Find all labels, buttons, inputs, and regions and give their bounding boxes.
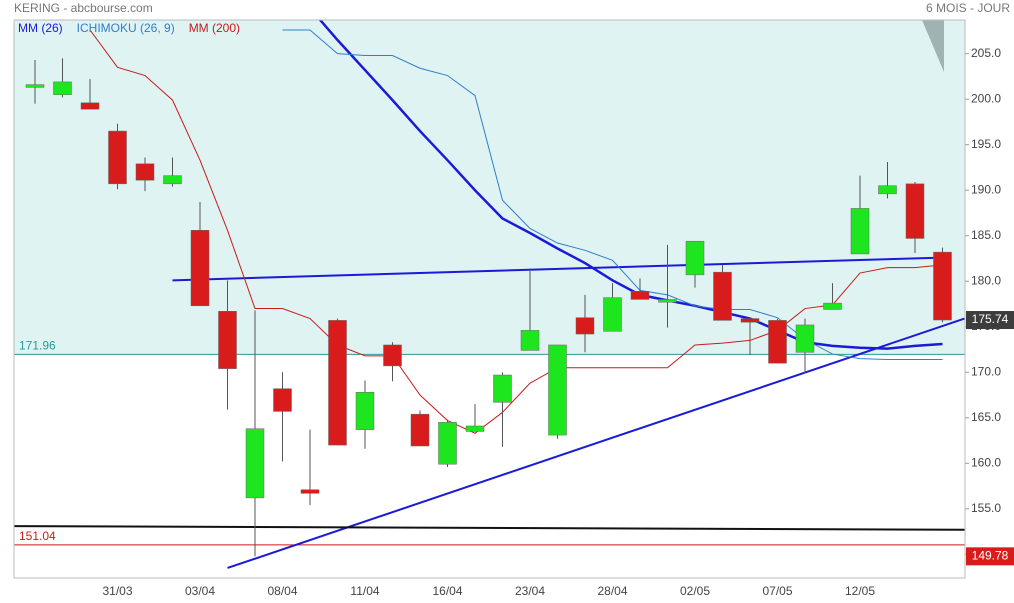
x-tick-label: 11/04 [350, 584, 379, 598]
x-tick-label: 12/05 [845, 584, 875, 598]
plot-area [14, 20, 965, 569]
candle-body [355, 392, 375, 430]
candle-body [53, 81, 72, 95]
candle-body [493, 374, 512, 403]
candle-body [245, 428, 265, 499]
candle-body [218, 311, 237, 369]
candle-body [850, 208, 870, 255]
x-tick-label: 02/05 [680, 584, 710, 598]
chart-title: KERING - abcbourse.com [14, 1, 153, 15]
x-tick-label: 31/03 [102, 584, 132, 598]
candle-body [548, 344, 567, 436]
legend-entry: MM (26) [18, 21, 63, 35]
y-tick-label: 200.0 [971, 91, 1001, 105]
candle-body [190, 230, 210, 307]
y-tick-label: 185.0 [971, 228, 1001, 242]
candle-body [878, 185, 897, 195]
price-tag-label: 149.78 [972, 549, 1009, 563]
candle-body [328, 320, 347, 446]
candle-body [933, 251, 952, 321]
x-tick-label: 03/04 [185, 584, 215, 598]
price-tag [966, 547, 1014, 566]
plot-frame [13, 19, 966, 579]
price-tag-label: 175.74 [972, 312, 1009, 326]
candle-body [795, 324, 815, 353]
x-tick-label: 07/05 [762, 584, 792, 598]
y-tick-label: 160.0 [971, 455, 1001, 469]
price-tag [966, 311, 1014, 330]
candle-body [713, 271, 732, 321]
indicator-line [318, 20, 943, 350]
candle-body [135, 163, 155, 181]
candle-body [465, 425, 485, 432]
legend-entry: MM (200) [189, 21, 240, 35]
ichimoku-cloud [14, 20, 965, 355]
candle-body [658, 299, 677, 303]
candle-body [768, 320, 787, 364]
chart-subtitle: 6 MOIS - JOUR [926, 1, 1010, 15]
x-tick-label: 23/04 [515, 584, 545, 598]
y-tick-label: 180.0 [971, 273, 1001, 287]
trendline [14, 525, 965, 531]
candle-body [823, 302, 842, 310]
trendline [172, 256, 943, 282]
indicator-line [282, 29, 943, 361]
candle-body [273, 388, 292, 412]
x-tick-label: 16/04 [432, 584, 462, 598]
candle-body [575, 317, 595, 335]
candle-body [603, 297, 622, 332]
candle-body [905, 183, 925, 239]
y-tick-label: 170.0 [971, 364, 1001, 378]
candle-body [740, 318, 760, 323]
y-tick-label: 190.0 [971, 182, 1001, 196]
candle-body [410, 413, 430, 447]
candle-body [25, 84, 45, 88]
indicator-line [89, 29, 943, 434]
candle-body [108, 130, 127, 185]
candle-body [300, 489, 320, 494]
candle-body [685, 240, 705, 276]
x-tick-label: 08/04 [267, 584, 297, 598]
legend-entry: ICHIMOKU (26, 9) [77, 21, 175, 35]
candle-body [383, 344, 402, 367]
y-tick-label: 155.0 [971, 501, 1001, 515]
x-tick-label: 28/04 [597, 584, 627, 598]
y-tick-label: 195.0 [971, 137, 1001, 151]
candle-body [163, 175, 182, 185]
y-tick-label: 205.0 [971, 46, 1001, 60]
candle-body [438, 422, 457, 465]
corner-marker [922, 20, 944, 72]
candle-body [80, 102, 100, 110]
level-label: 171.96 [19, 339, 56, 353]
level-label: 151.04 [19, 529, 56, 543]
y-tick-label: 165.0 [971, 410, 1001, 424]
candle-body [520, 330, 540, 351]
candle-body [630, 291, 650, 300]
